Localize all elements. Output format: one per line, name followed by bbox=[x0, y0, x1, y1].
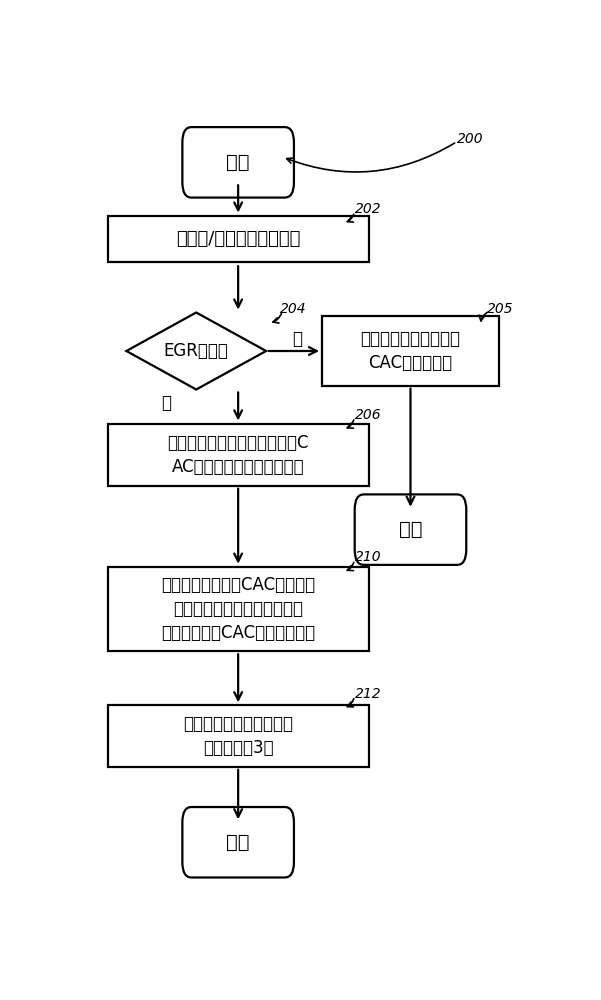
Text: 210: 210 bbox=[355, 550, 381, 564]
Text: 结束: 结束 bbox=[398, 520, 423, 539]
Bar bbox=[108, 424, 368, 486]
Bar bbox=[108, 567, 368, 651]
Bar bbox=[108, 705, 368, 767]
Bar bbox=[322, 316, 499, 386]
Text: 200: 200 bbox=[457, 132, 484, 146]
Text: 212: 212 bbox=[355, 687, 381, 701]
Text: 确定在环境湿度和CAC出口处的
增压空气中的水浓度之间的差
异，以确定在CAC处的水存储量: 确定在环境湿度和CAC出口处的 增压空气中的水浓度之间的差 异，以确定在CAC处… bbox=[161, 576, 315, 642]
Text: 是: 是 bbox=[161, 394, 171, 412]
Text: 开始: 开始 bbox=[227, 153, 250, 172]
Text: 结束: 结束 bbox=[227, 833, 250, 852]
Text: 基于水存储量调整发动机
致动器（图3）: 基于水存储量调整发动机 致动器（图3） bbox=[183, 715, 293, 757]
FancyBboxPatch shape bbox=[182, 127, 294, 198]
Text: 204: 204 bbox=[280, 302, 307, 316]
Text: 基于氧传感器输出估计在离开C
AC的增压空气中的总水浓度: 基于氧传感器输出估计在离开C AC的增压空气中的总水浓度 bbox=[168, 434, 309, 476]
Text: 使用替代性方法估计在
CAC处的水存储: 使用替代性方法估计在 CAC处的水存储 bbox=[361, 330, 460, 372]
Text: 否: 否 bbox=[292, 330, 302, 348]
Text: 206: 206 bbox=[355, 408, 381, 422]
Polygon shape bbox=[126, 312, 266, 390]
Text: 估计和/或测量发动机工况: 估计和/或测量发动机工况 bbox=[176, 230, 300, 248]
Bar bbox=[108, 216, 368, 262]
Text: 205: 205 bbox=[487, 302, 514, 316]
FancyBboxPatch shape bbox=[182, 807, 294, 877]
Text: 202: 202 bbox=[355, 202, 381, 216]
Text: EGR关闭？: EGR关闭？ bbox=[164, 342, 228, 360]
FancyBboxPatch shape bbox=[355, 494, 466, 565]
